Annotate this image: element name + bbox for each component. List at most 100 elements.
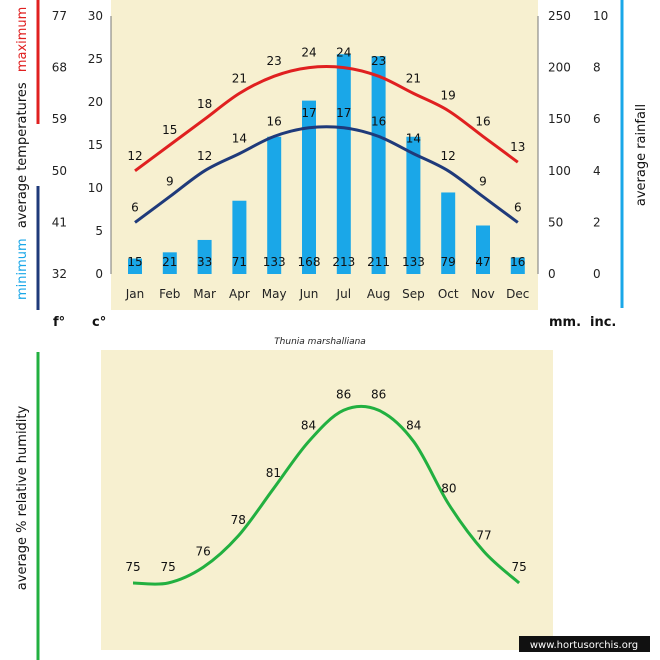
month-label-sep: Sep [402, 287, 425, 301]
humidity-value-mar: 76 [196, 544, 211, 558]
rainfall-value-sep: 133 [402, 255, 425, 269]
minimum-value-may: 16 [267, 114, 282, 128]
month-label-jan: Jan [125, 287, 145, 301]
rainfall-bar-oct [441, 192, 456, 274]
inches-tick-2: 2 [593, 215, 601, 229]
minimum-value-jan: 6 [131, 200, 139, 214]
temperature-rainfall-plot-area [111, 0, 538, 310]
month-label-mar: Mar [193, 287, 216, 301]
minimum-label: minimum [15, 238, 30, 300]
temperature-axis-label: minimum average temperatures maximum [15, 7, 30, 300]
rainfall-value-apr: 71 [232, 255, 247, 269]
mm-tick-0: 0 [548, 267, 556, 281]
rainfall-bar-jan [128, 258, 142, 274]
rainfall-bar-feb [162, 252, 177, 274]
celsius-tick-25: 25 [88, 52, 103, 66]
month-label-apr: Apr [229, 287, 250, 301]
maximum-value-nov: 16 [475, 114, 490, 128]
maximum-value-may: 23 [267, 54, 282, 68]
rainfall-bar-jul [336, 54, 351, 275]
minimum-value-sep: 14 [406, 132, 421, 146]
inches-tick-4: 4 [593, 164, 601, 178]
watermark: www.hortusorchis.org [530, 640, 638, 651]
rainfall-bars [128, 54, 525, 275]
rainfall-axis-label: average rainfall [634, 104, 649, 206]
maximum-temperature-line [134, 65, 519, 173]
rainfall-value-oct: 79 [441, 255, 456, 269]
temperature-lines [134, 65, 519, 224]
minimum-value-jul: 17 [336, 106, 351, 120]
rainfall-value-aug: 211 [367, 255, 390, 269]
celsius-tick-30: 30 [88, 9, 103, 23]
fahrenheit-tick-50: 50 [52, 164, 67, 178]
rainfall-value-feb: 21 [162, 255, 177, 269]
fahrenheit-tick-59: 59 [52, 112, 67, 126]
mm-tick-150: 150 [548, 112, 571, 126]
minimum-value-jun: 17 [301, 106, 316, 120]
humidity-axis-label: average % relative humidity [15, 405, 30, 590]
fahrenheit-unit: f° [53, 315, 65, 330]
month-label-oct: Oct [438, 287, 459, 301]
rainfall-bar-mar [197, 239, 212, 274]
fahrenheit-tick-68: 68 [52, 61, 67, 75]
data-labels: 15 21 33 71 133 168 213 211 133 79 47 16 12 15 18 21 23 2… [127, 46, 525, 269]
maximum-value-jul: 24 [336, 46, 351, 60]
minimum-value-feb: 9 [166, 175, 174, 189]
humidity-value-apr: 78 [231, 513, 246, 527]
rainfall-value-jun: 168 [298, 255, 321, 269]
minimum-value-nov: 9 [479, 175, 487, 189]
inches-unit: inc. [590, 315, 616, 330]
month-labels: Jan Feb Mar Apr May Jun Jul Aug Sep Oct Nov Dec [125, 287, 530, 301]
humidity-value-nov: 77 [476, 529, 491, 543]
mm-tick-50: 50 [548, 215, 563, 229]
month-label-dec: Dec [506, 287, 529, 301]
fahrenheit-tick-32: 32 [52, 267, 67, 281]
rainfall-bar-jun [302, 100, 316, 275]
fahrenheit-tick-77: 77 [52, 9, 67, 23]
rainfall-bar-sep [406, 136, 421, 274]
maximum-value-dec: 13 [510, 140, 525, 154]
minimum-value-mar: 12 [197, 149, 212, 163]
humidity-value-aug: 86 [371, 387, 386, 401]
minimum-value-apr: 14 [232, 132, 247, 146]
species-caption: Thunia marshalliana [274, 337, 366, 347]
inches-tick-6: 6 [593, 112, 601, 126]
maximum-value-jun: 24 [301, 46, 316, 60]
rainfall-bar-may [267, 136, 282, 274]
maximum-label: maximum [15, 7, 30, 73]
fahrenheit-tick-41: 41 [52, 215, 67, 229]
rainfall-value-may: 133 [263, 255, 286, 269]
humidity-value-sep: 84 [406, 419, 421, 433]
month-label-jul: Jul [336, 287, 351, 301]
maximum-value-aug: 23 [371, 54, 386, 68]
mm-unit: mm. [549, 315, 581, 330]
humidity-line-group: 75 75 76 78 81 84 86 86 84 80 77 75 [125, 387, 527, 586]
humidity-value-feb: 75 [160, 560, 175, 574]
rainfall-value-jan: 15 [127, 255, 142, 269]
celsius-tick-5: 5 [95, 224, 103, 238]
inches-tick-10: 10 [593, 9, 608, 23]
humidity-plot-area [101, 350, 553, 650]
humidity-value-jun: 84 [301, 419, 316, 433]
maximum-value-jan: 12 [127, 149, 142, 163]
inches-ticks: 10 8 6 4 2 0 [593, 9, 608, 281]
celsius-ticks: 30 25 20 15 10 5 0 [88, 9, 103, 281]
humidity-value-oct: 80 [441, 482, 456, 496]
celsius-tick-0: 0 [95, 267, 103, 281]
month-label-nov: Nov [471, 287, 494, 301]
month-label-feb: Feb [159, 287, 180, 301]
maximum-value-sep: 21 [406, 71, 421, 85]
minimum-temperature-line [134, 125, 519, 224]
rainfall-bar-aug [371, 56, 386, 274]
humidity-value-may: 81 [266, 466, 281, 480]
month-label-may: May [262, 287, 287, 301]
maximum-value-mar: 18 [197, 97, 212, 111]
rainfall-value-mar: 33 [197, 255, 212, 269]
rainfall-bar-nov [476, 225, 490, 274]
maximum-value-oct: 19 [441, 89, 456, 103]
month-label-jun: Jun [299, 287, 319, 301]
mm-ticks: 250 200 150 100 50 0 [548, 9, 571, 281]
average-temperatures-label: average temperatures [15, 82, 30, 228]
humidity-value-dec: 75 [511, 560, 526, 574]
